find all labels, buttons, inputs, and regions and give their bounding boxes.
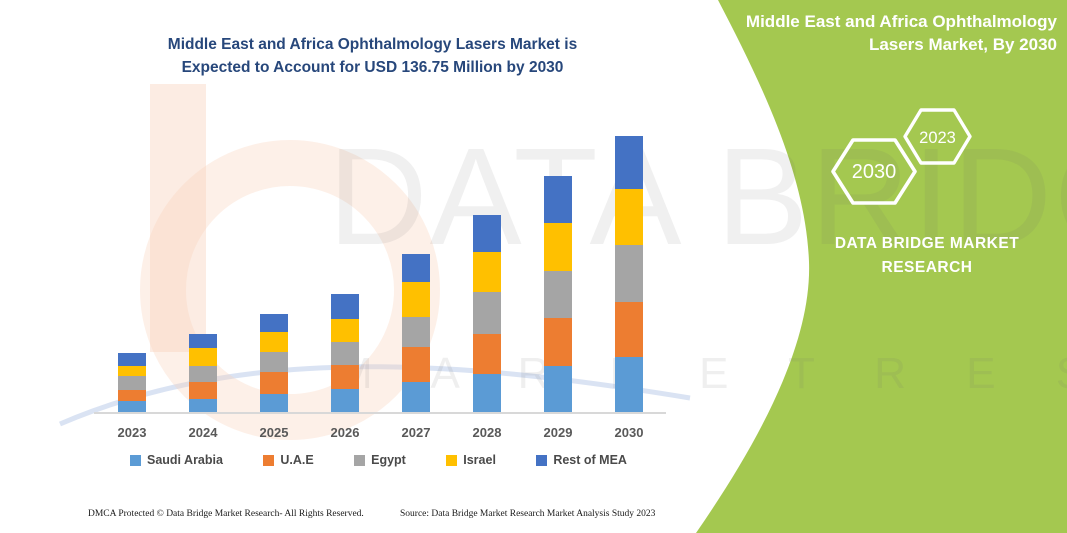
bar-2028 xyxy=(473,214,501,413)
bar-2027 xyxy=(402,253,430,413)
bar-segment-rest-of-mea xyxy=(473,214,501,253)
side-panel-title-line2: Lasers Market, By 2030 xyxy=(868,35,1057,54)
x-axis-label-2025: 2025 xyxy=(259,425,289,440)
bar-segment-u-a-e xyxy=(189,382,217,399)
hexagon-2030-label: 2030 xyxy=(852,161,897,183)
bar-segment-egypt xyxy=(118,376,146,390)
bar-segment-egypt xyxy=(615,244,643,302)
legend-label: Egypt xyxy=(371,453,406,467)
legend-label: Rest of MEA xyxy=(553,453,627,467)
side-panel-title-line1: Middle East and Africa Ophthalmology xyxy=(745,12,1057,31)
bar-segment-rest-of-mea xyxy=(402,253,430,283)
bar-2024 xyxy=(189,334,217,413)
bar-2026 xyxy=(331,294,359,413)
bar-2025 xyxy=(260,313,288,413)
bar-segment-rest-of-mea xyxy=(331,294,359,319)
bar-segment-u-a-e xyxy=(260,372,288,394)
hexagon-2030-icon xyxy=(831,138,917,205)
bar-segment-israel xyxy=(118,365,146,377)
chart-title-line2: Expected to Account for USD 136.75 Milli… xyxy=(181,59,564,76)
x-axis-label-2023: 2023 xyxy=(117,425,147,440)
bar-segment-rest-of-mea xyxy=(189,334,217,348)
bar-segment-u-a-e xyxy=(615,301,643,358)
x-axis-label-2026: 2026 xyxy=(330,425,360,440)
footer-dmca-notice: DMCA Protected © Data Bridge Market Rese… xyxy=(88,509,364,519)
bar-segment-saudi-arabia xyxy=(189,399,217,413)
bar-segment-egypt xyxy=(473,292,501,335)
legend-item-rest-of-mea: Rest of MEA xyxy=(536,453,627,467)
legend: Saudi Arabia U.A.E Egypt Israel Rest of MEA xyxy=(130,453,627,467)
bar-2023 xyxy=(118,352,146,413)
bar-segment-saudi-arabia xyxy=(118,401,146,413)
x-axis-label-2030: 2030 xyxy=(614,425,644,440)
hexagon-2023-label: 2023 xyxy=(919,129,956,147)
bar-segment-egypt xyxy=(260,352,288,373)
chart-title: Middle East and Africa Ophthalmology Las… xyxy=(95,33,650,79)
legend-item-egypt: Egypt xyxy=(354,453,406,467)
hexagon-badges: 2030 2023 xyxy=(831,108,972,205)
legend-label: Saudi Arabia xyxy=(147,453,223,467)
legend-item-israel: Israel xyxy=(446,453,496,467)
legend-label: U.A.E xyxy=(280,453,314,467)
bar-segment-saudi-arabia xyxy=(615,357,643,413)
bar-segment-israel xyxy=(402,282,430,318)
bar-segment-saudi-arabia xyxy=(331,388,359,413)
bar-segment-rest-of-mea xyxy=(544,175,572,223)
x-axis-label-2024: 2024 xyxy=(188,425,218,440)
bar-segment-u-a-e xyxy=(118,389,146,402)
x-axis-label-2028: 2028 xyxy=(472,425,502,440)
bar-segment-u-a-e xyxy=(331,364,359,389)
bar-2029 xyxy=(544,175,572,413)
hexagon-2023-icon xyxy=(903,108,972,165)
bar-segment-egypt xyxy=(544,270,572,319)
bar-segment-u-a-e xyxy=(402,347,430,383)
bar-segment-saudi-arabia xyxy=(544,365,572,413)
bar-segment-israel xyxy=(331,318,359,342)
legend-swatch-icon xyxy=(130,454,141,466)
bar-segment-saudi-arabia xyxy=(473,374,501,413)
bar-segment-israel xyxy=(473,252,501,293)
legend-swatch-icon xyxy=(263,454,275,466)
bar-2030 xyxy=(615,135,643,413)
bar-segment-egypt xyxy=(189,365,217,383)
chart-title-line1: Middle East and Africa Ophthalmology Las… xyxy=(167,36,578,53)
footer-source-note: Source: Data Bridge Market Research Mark… xyxy=(400,509,656,519)
legend-swatch-icon xyxy=(354,454,366,466)
side-panel-title: Middle East and Africa Ophthalmology Las… xyxy=(727,10,1057,56)
bar-segment-israel xyxy=(189,347,217,366)
bar-segment-saudi-arabia xyxy=(260,393,288,413)
bar-segment-rest-of-mea xyxy=(615,135,643,189)
bar-segment-saudi-arabia xyxy=(402,382,430,413)
bar-segment-rest-of-mea xyxy=(118,352,146,366)
x-axis-label-2027: 2027 xyxy=(401,425,431,440)
legend-swatch-icon xyxy=(446,454,458,466)
legend-item-saudi-arabia: Saudi Arabia xyxy=(130,453,223,467)
bar-segment-egypt xyxy=(402,317,430,348)
legend-swatch-icon xyxy=(536,454,548,466)
green-panel-shape xyxy=(696,0,1067,533)
bar-segment-israel xyxy=(544,222,572,271)
bar-segment-israel xyxy=(615,188,643,245)
bar-segment-israel xyxy=(260,332,288,353)
bar-segment-u-a-e xyxy=(473,334,501,375)
bar-segment-egypt xyxy=(331,341,359,365)
bar-segment-u-a-e xyxy=(544,318,572,366)
legend-label: Israel xyxy=(463,453,496,467)
x-axis-line xyxy=(94,412,666,414)
x-axis-label-2029: 2029 xyxy=(543,425,573,440)
legend-item-u-a-e: U.A.E xyxy=(263,453,314,467)
brand-name: DATA BRIDGE MARKET RESEARCH xyxy=(834,235,1020,276)
bar-segment-rest-of-mea xyxy=(260,313,288,333)
bars-area: 2023 2024 2025 2026 2027 2028 2029 2030 xyxy=(117,135,644,440)
